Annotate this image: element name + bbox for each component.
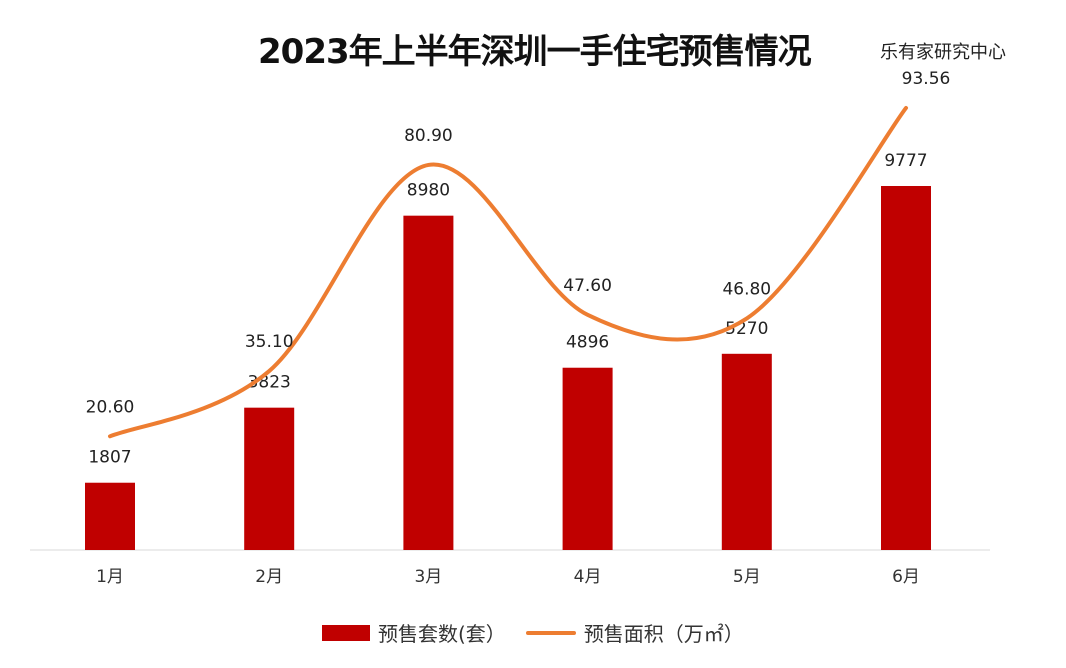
bar — [562, 367, 613, 550]
bar-label: 9777 — [884, 151, 927, 171]
line-label: 80.90 — [404, 126, 453, 146]
legend-line-label: 预售面积（万㎡） — [583, 622, 744, 646]
line-label: 20.60 — [86, 397, 135, 417]
line-label: 93.56 — [902, 69, 951, 89]
bar-label: 4896 — [566, 333, 609, 353]
x-tick-label: 3月 — [414, 567, 442, 587]
bar — [721, 353, 772, 550]
legend-line-swatch — [525, 630, 576, 635]
line-label: 46.80 — [722, 279, 771, 299]
bar-label: 1807 — [88, 448, 131, 468]
bar — [85, 482, 135, 550]
bar-label: 8980 — [407, 181, 450, 201]
line-label: 35.10 — [245, 332, 294, 352]
x-tick-label: 4月 — [574, 567, 602, 587]
area-line — [108, 105, 908, 439]
x-tick-label: 6月 — [892, 567, 920, 587]
legend-bar-swatch — [322, 624, 370, 641]
bar — [244, 407, 295, 550]
x-tick-label: 5月 — [733, 567, 761, 587]
source-label: 乐有家研究中心 — [880, 42, 1006, 63]
legend: 预售套数(套） 预售面积（万㎡） — [322, 618, 744, 647]
line-label: 47.60 — [563, 276, 612, 296]
legend-bar-label: 预售套数(套） — [378, 622, 506, 646]
bar — [881, 186, 931, 550]
x-tick-label: 2月 — [255, 567, 283, 587]
x-tick-label: 1月 — [96, 567, 124, 587]
bar — [403, 215, 454, 551]
chart-title: 2023年上半年深圳一手住宅预售情况 — [258, 32, 812, 72]
